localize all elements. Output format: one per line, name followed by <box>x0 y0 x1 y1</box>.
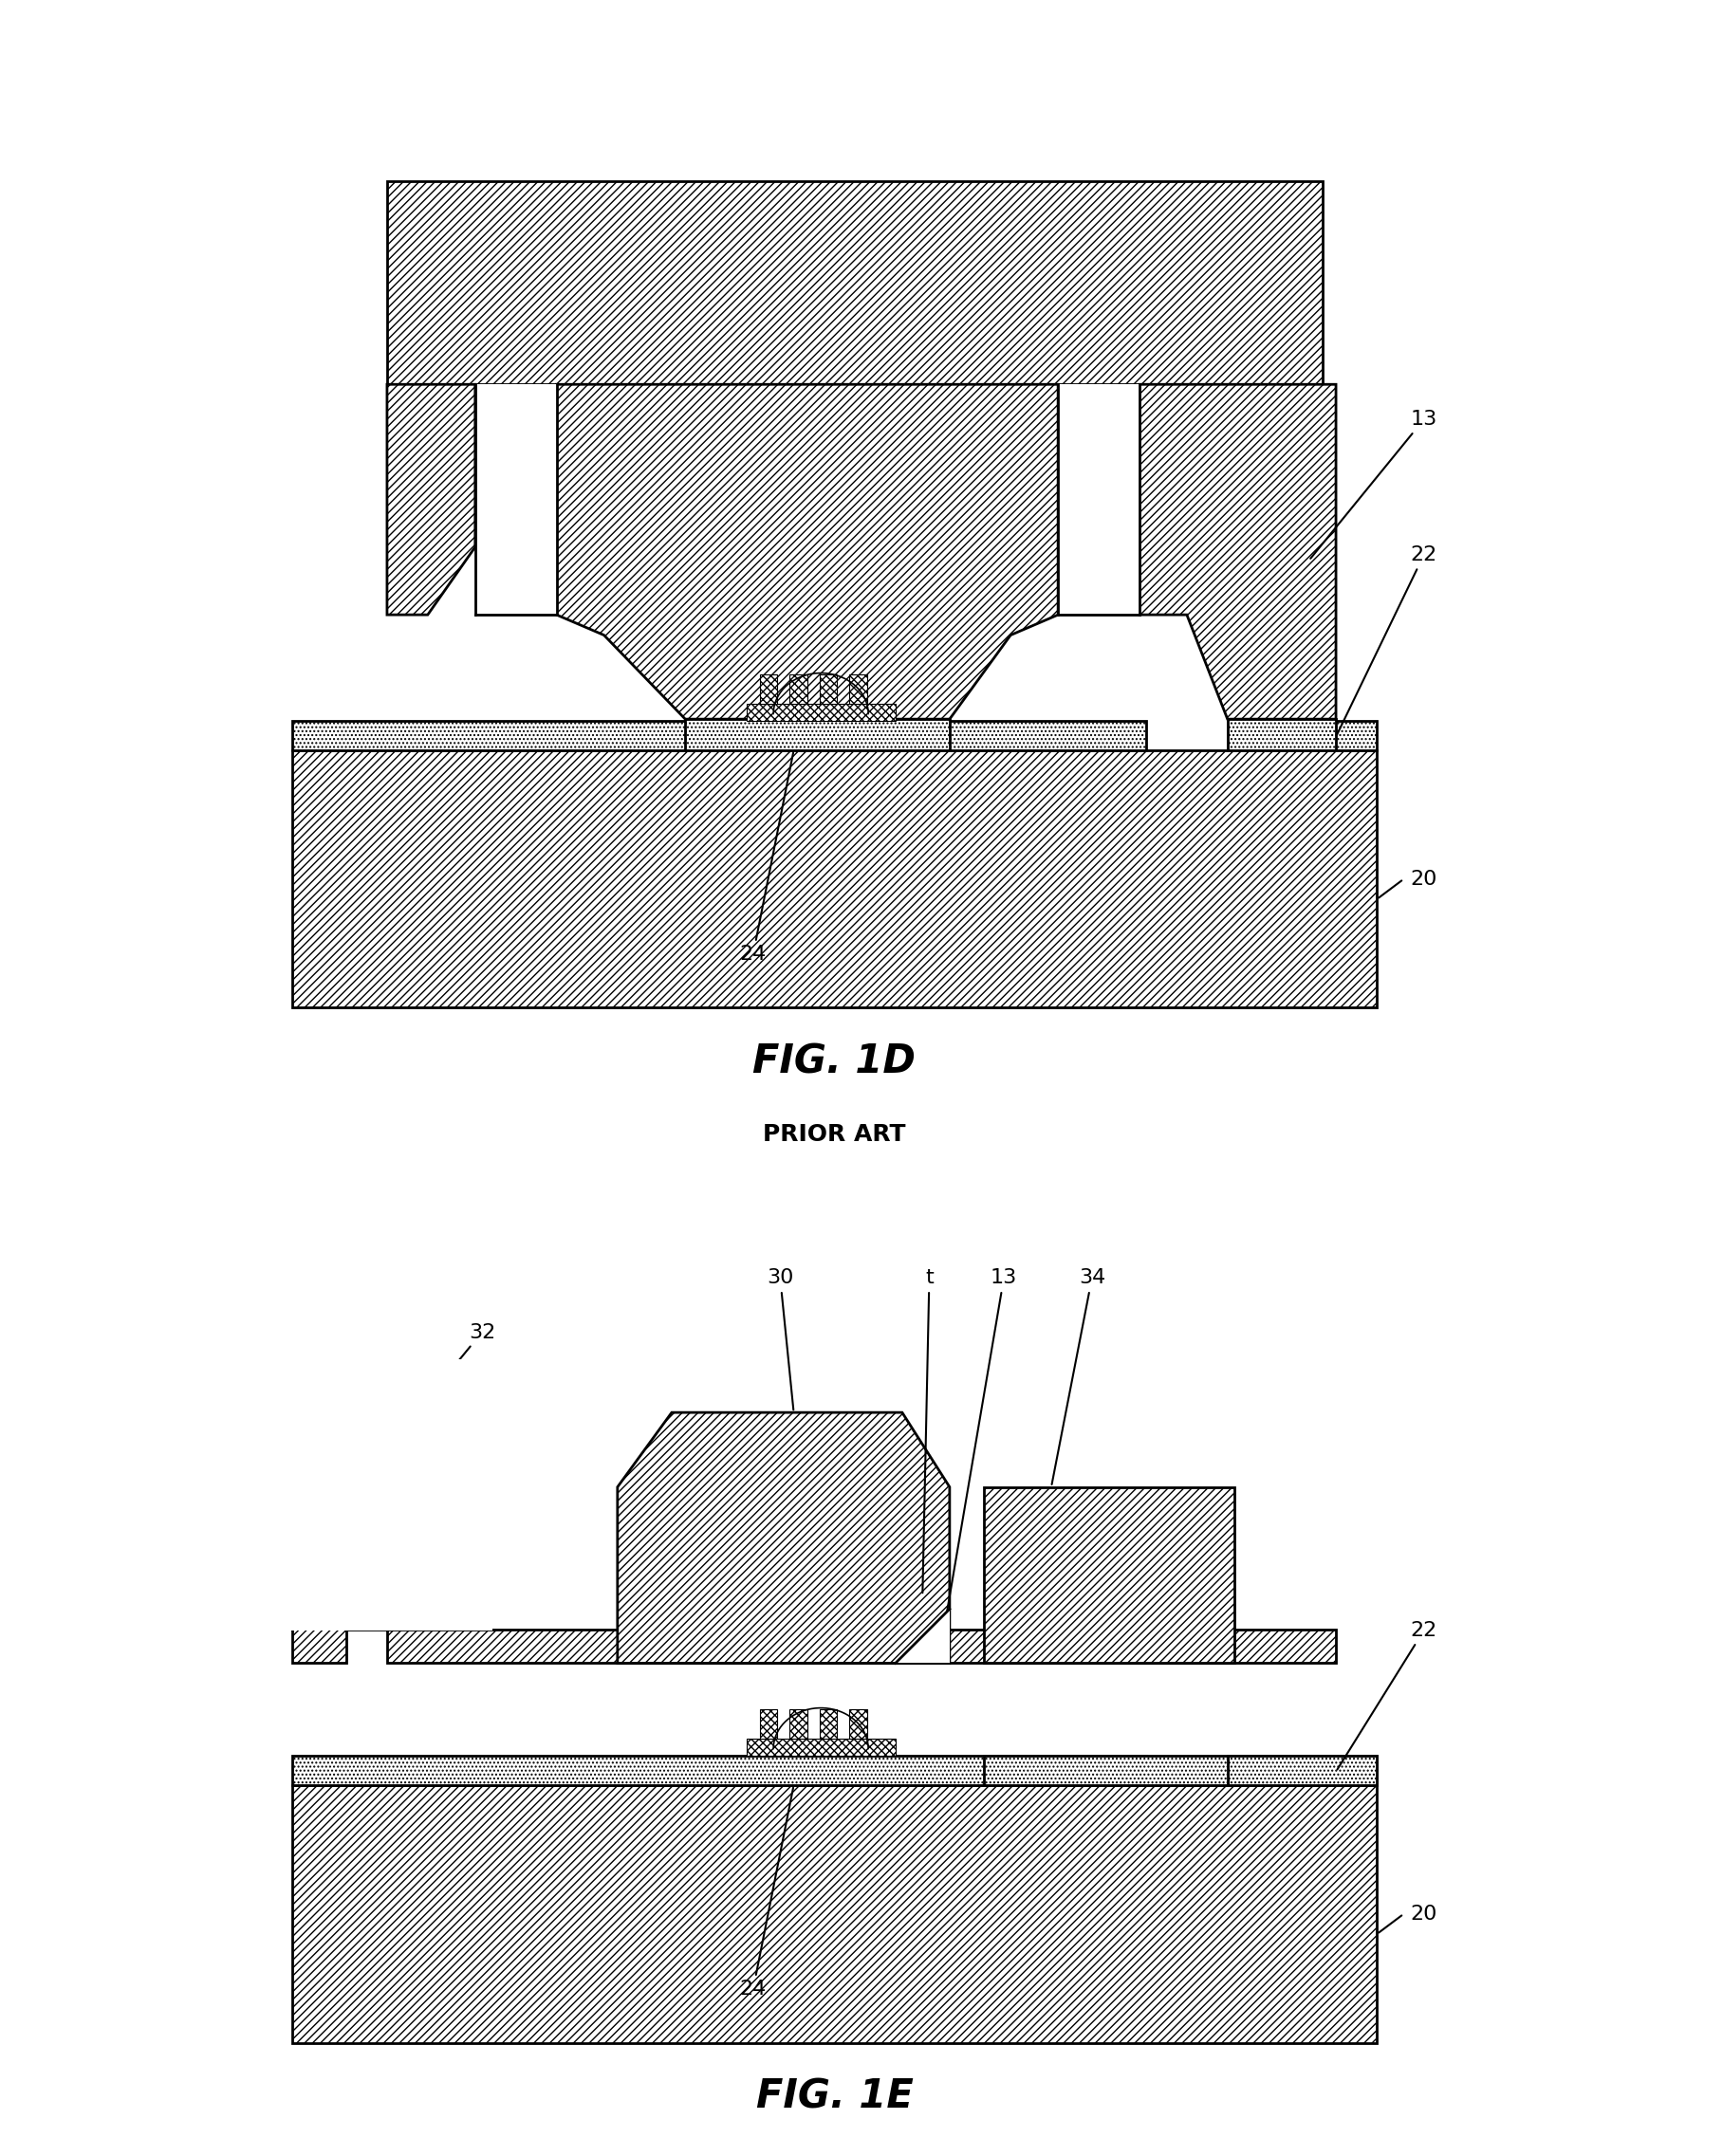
Polygon shape <box>293 1554 388 1630</box>
Bar <box>984 1488 1234 1662</box>
Bar <box>1058 384 1139 614</box>
Text: FIG. 1D: FIG. 1D <box>753 1041 917 1082</box>
Polygon shape <box>293 1460 388 1630</box>
Text: 32: 32 <box>334 1324 495 1511</box>
Polygon shape <box>896 1608 949 1662</box>
Bar <box>1227 1755 1377 1785</box>
Bar <box>760 675 777 705</box>
Bar <box>760 1710 777 1740</box>
Text: 24: 24 <box>739 1787 793 1999</box>
Bar <box>293 750 1377 1007</box>
Bar <box>293 1755 1146 1785</box>
Bar <box>984 1755 1227 1785</box>
Text: 20: 20 <box>1411 869 1437 888</box>
Polygon shape <box>388 384 476 614</box>
Text: 13: 13 <box>1311 410 1437 558</box>
Bar <box>789 675 808 705</box>
Text: 20: 20 <box>1411 1904 1437 1923</box>
Bar <box>686 720 949 750</box>
Bar <box>476 384 557 614</box>
Polygon shape <box>557 384 1058 720</box>
Text: PRIOR ART: PRIOR ART <box>763 1123 906 1145</box>
Polygon shape <box>617 1412 949 1662</box>
Polygon shape <box>293 1447 395 1662</box>
Bar <box>1227 1755 1377 1785</box>
Text: FIG. 1E: FIG. 1E <box>756 2076 913 2117</box>
Bar <box>293 720 1146 750</box>
Bar <box>388 1630 1335 1662</box>
Bar <box>746 1740 896 1755</box>
Text: 30: 30 <box>767 1268 794 1410</box>
Text: 13: 13 <box>942 1268 1017 1634</box>
Bar <box>849 675 867 705</box>
Bar <box>820 1710 837 1740</box>
Text: 22: 22 <box>1337 545 1437 735</box>
Bar <box>1227 720 1335 750</box>
Bar <box>849 1710 867 1740</box>
Polygon shape <box>1139 384 1335 720</box>
Text: t: t <box>922 1268 934 1593</box>
Bar <box>789 1710 808 1740</box>
Bar <box>1227 720 1377 750</box>
Text: 34: 34 <box>1051 1268 1106 1485</box>
Bar <box>746 705 896 720</box>
Bar <box>293 1785 1377 2042</box>
Text: 22: 22 <box>1337 1621 1437 1770</box>
Bar <box>289 1360 493 1630</box>
Text: 24: 24 <box>739 752 793 964</box>
Bar <box>388 181 1322 384</box>
Bar <box>820 675 837 705</box>
